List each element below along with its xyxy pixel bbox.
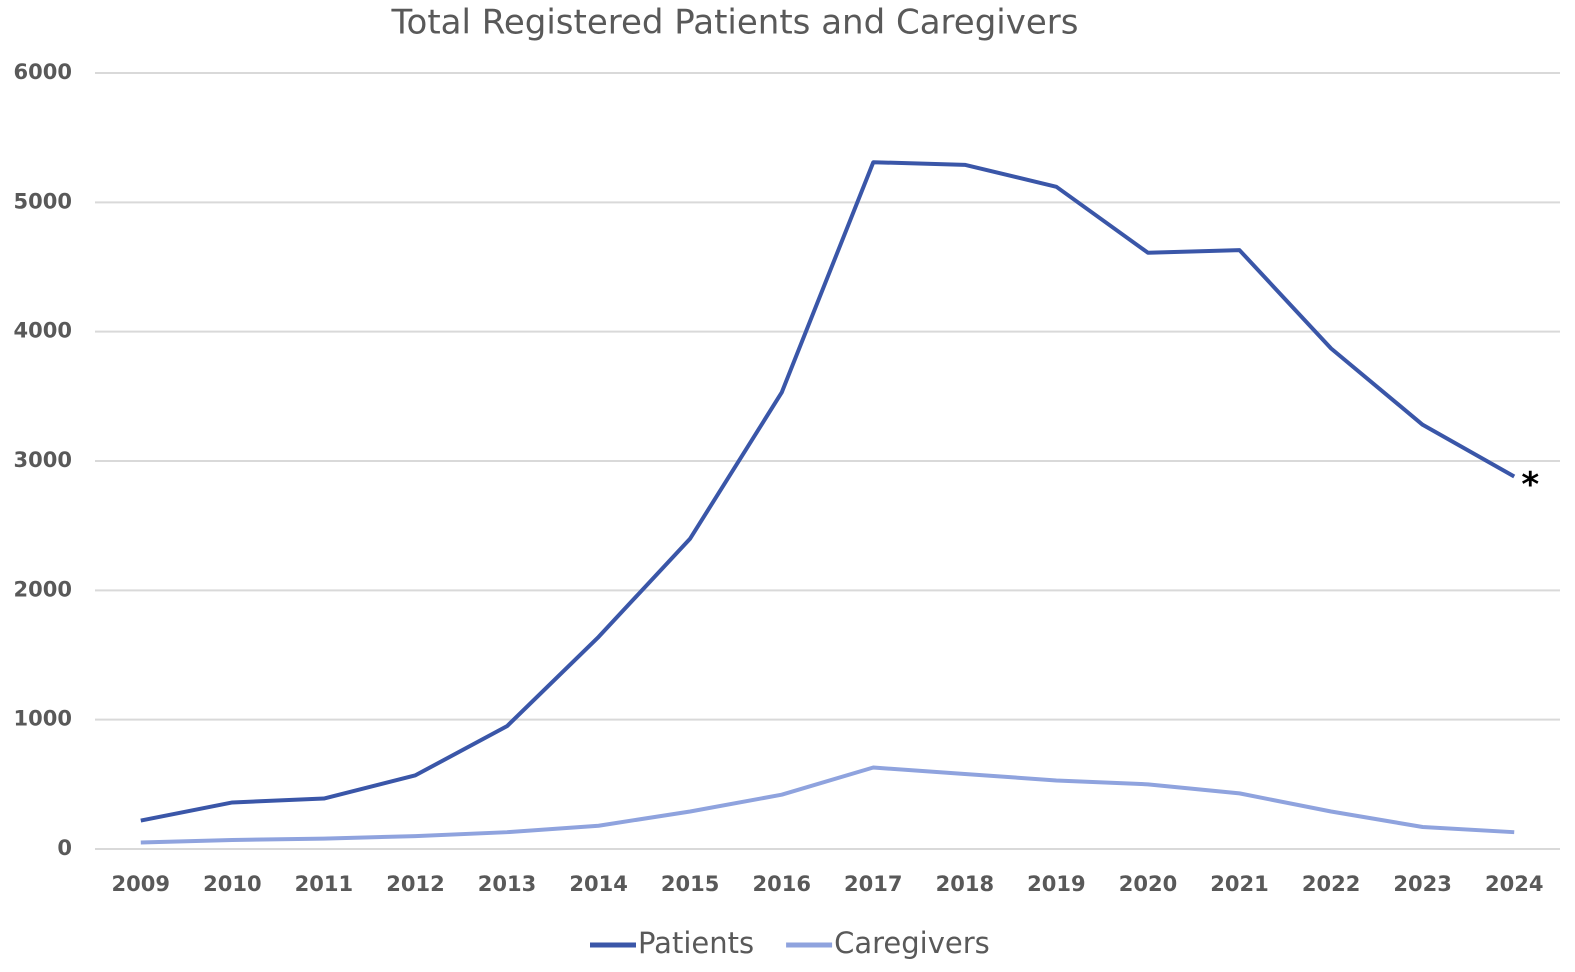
y-tick-label: 6000 bbox=[14, 60, 72, 84]
x-tick-label: 2017 bbox=[844, 872, 902, 896]
y-tick-label: 0 bbox=[57, 836, 72, 860]
x-tick-label: 2015 bbox=[661, 872, 719, 896]
y-tick-label: 5000 bbox=[14, 189, 72, 213]
x-tick-label: 2012 bbox=[386, 872, 444, 896]
x-tick-label: 2011 bbox=[295, 872, 353, 896]
legend-label: Caregivers bbox=[834, 926, 990, 960]
series-line bbox=[140, 765, 1515, 845]
annotation: * bbox=[1521, 465, 1539, 505]
x-tick-label: 2016 bbox=[752, 872, 810, 896]
x-tick-label: 2022 bbox=[1302, 872, 1360, 896]
chart-title: Total Registered Patients and Caregivers bbox=[391, 3, 1079, 43]
x-tick-label: 2019 bbox=[1027, 872, 1085, 896]
y-tick-label: 3000 bbox=[14, 448, 72, 472]
x-tick-label: 2024 bbox=[1485, 872, 1543, 896]
x-tick-label: 2023 bbox=[1393, 872, 1451, 896]
y-tick-label: 1000 bbox=[14, 707, 72, 731]
x-tick-label: 2020 bbox=[1119, 872, 1177, 896]
y-tick-label: 4000 bbox=[14, 319, 72, 343]
y-tick-label: 2000 bbox=[14, 577, 72, 601]
series-line bbox=[140, 160, 1516, 823]
legend-label: Patients bbox=[638, 926, 754, 960]
x-tick-label: 2021 bbox=[1210, 872, 1268, 896]
x-tick-label: 2014 bbox=[569, 872, 627, 896]
x-tick-label: 2018 bbox=[936, 872, 994, 896]
x-tick-label: 2010 bbox=[203, 872, 261, 896]
x-tick-label: 2013 bbox=[478, 872, 536, 896]
x-tick-label: 2009 bbox=[112, 872, 170, 896]
